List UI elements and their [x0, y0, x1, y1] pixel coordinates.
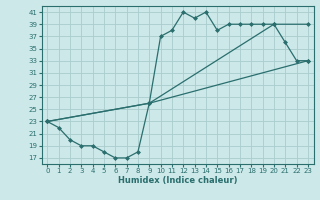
X-axis label: Humidex (Indice chaleur): Humidex (Indice chaleur)	[118, 176, 237, 185]
